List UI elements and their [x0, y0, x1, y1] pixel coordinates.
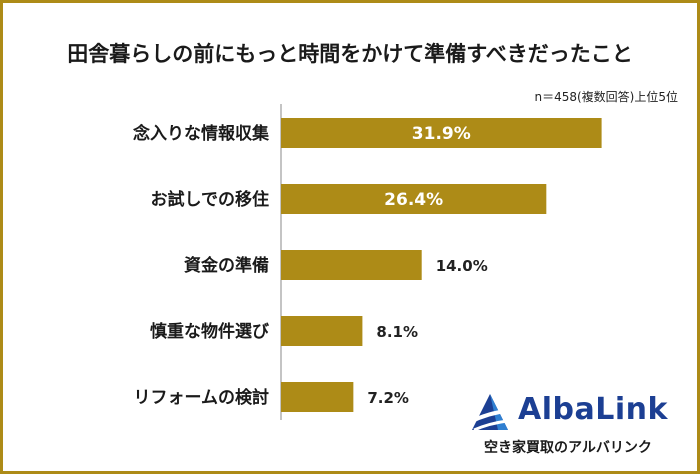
category-label: リフォームの検討 [134, 387, 270, 408]
bar-value-label: 7.2% [367, 389, 409, 407]
category-label: 慎重な物件選び [150, 321, 269, 342]
bar [281, 316, 363, 346]
category-label: 資金の準備 [184, 255, 269, 276]
bar [281, 184, 547, 214]
bar-group: 念入りな情報収集 31.9% お試しでの移住 26.4% 資金の準備 14.0% 慎重な物件… [133, 118, 602, 412]
bar-value-label: 31.9% [412, 124, 471, 144]
bar [281, 250, 422, 280]
bar [281, 382, 354, 412]
bar [281, 118, 602, 148]
brand-tagline: 空き家買取のアルバリンク [484, 440, 652, 456]
brand-logo: AlbaLink 空き家買取のアルバリンク [466, 392, 686, 462]
bar-value-label: 26.4% [384, 190, 443, 210]
chart-title: 田舎暮らしの前にもっと時間をかけて準備すべきだったこと [67, 42, 633, 66]
bar-value-label: 14.0% [436, 257, 488, 275]
sample-note: n＝458(複数回答)上位5位 [534, 90, 678, 104]
brand-name: AlbaLink [518, 392, 668, 427]
bar-value-label: 8.1% [376, 323, 418, 341]
albalink-mark-icon [469, 394, 517, 432]
category-label: お試しでの移住 [151, 189, 270, 210]
category-label: 念入りな情報収集 [133, 123, 270, 144]
